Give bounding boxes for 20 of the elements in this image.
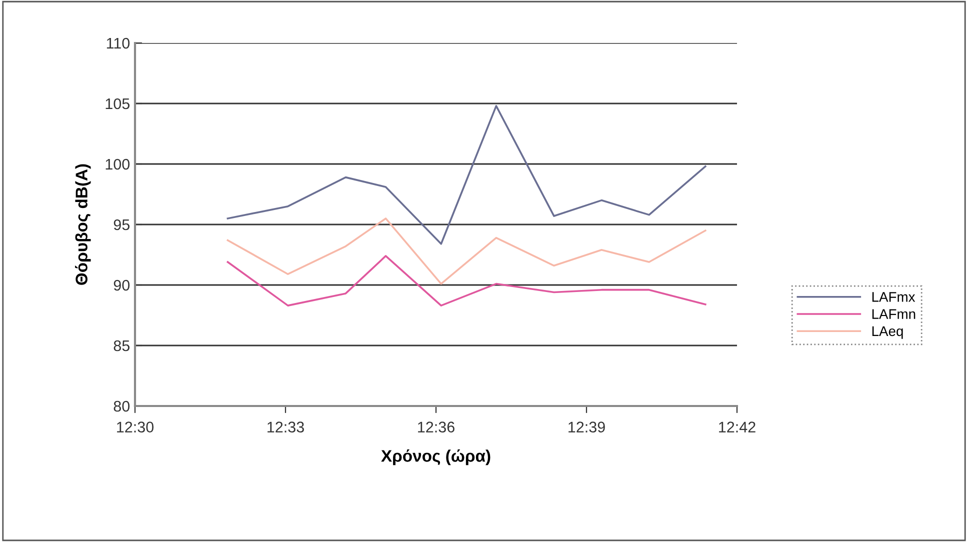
y-tick-label: 90 xyxy=(114,280,130,291)
legend-label: LAFmx xyxy=(872,292,916,302)
y-tick-label: 95 xyxy=(114,219,130,230)
x-axis-title: Χρόνος (ώρα) xyxy=(381,449,490,466)
y-tick-label: 80 xyxy=(114,400,130,412)
legend-label: LAFmn xyxy=(872,309,916,319)
y-axis-title: Θόρυβος dB(A) xyxy=(75,164,91,285)
x-tick-label: 12:39 xyxy=(568,422,605,432)
y-tick-label: 105 xyxy=(106,98,130,110)
x-tick-label: 12:33 xyxy=(268,422,304,432)
x-tick-label: 12:42 xyxy=(719,422,756,432)
line-series xyxy=(226,105,706,245)
legend-label: LAeq xyxy=(872,326,903,339)
y-tick-label: 110 xyxy=(106,38,130,49)
x-tick-label: 12:30 xyxy=(117,422,154,432)
x-tick-label: 12:36 xyxy=(418,422,454,432)
y-tick-label: 100 xyxy=(106,158,130,170)
y-tick-label: 85 xyxy=(114,340,130,352)
line-series xyxy=(226,218,706,285)
line-series xyxy=(226,255,706,306)
